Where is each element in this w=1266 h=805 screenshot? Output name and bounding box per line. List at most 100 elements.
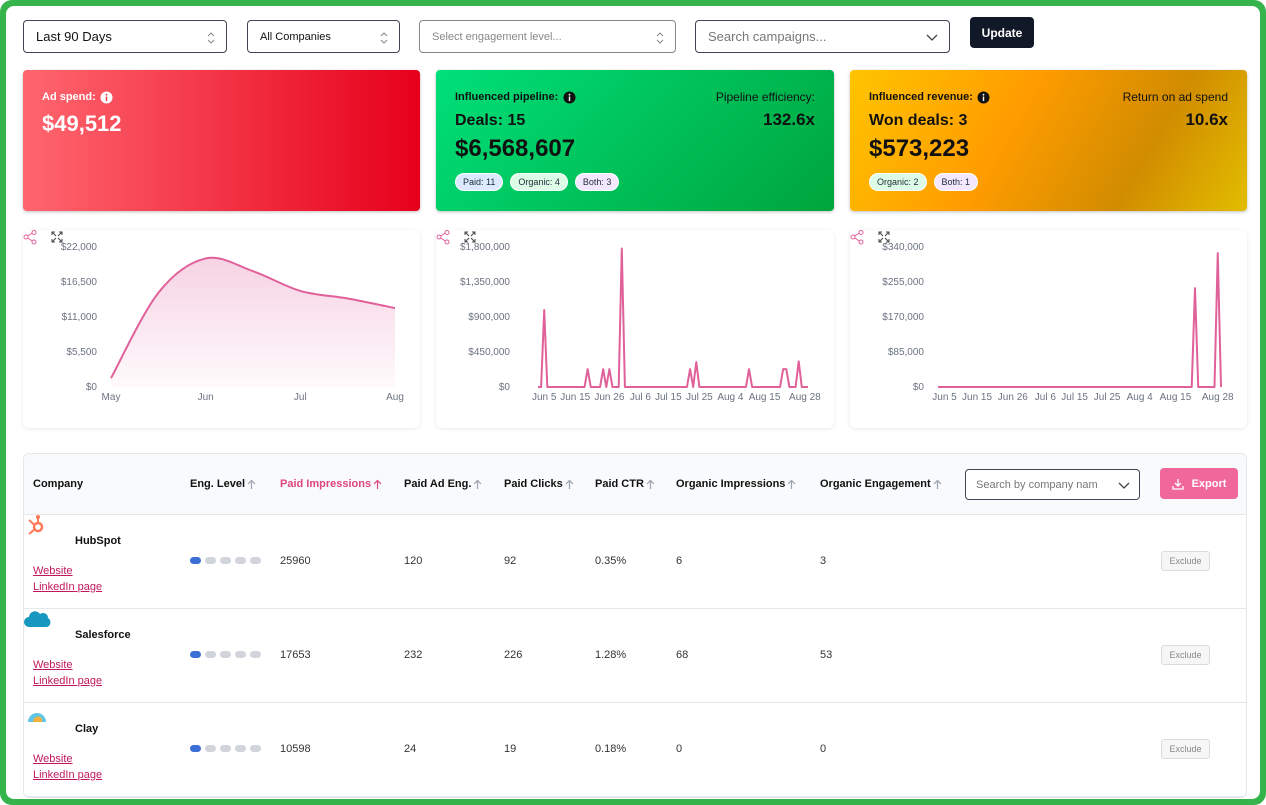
share-dot	[858, 239, 864, 245]
column-label: Eng. Level	[190, 478, 246, 490]
sort-icon	[933, 479, 942, 489]
company-logo	[28, 713, 46, 722]
y-tick-label: $11,000	[62, 312, 98, 323]
expand-icon[interactable]	[878, 231, 890, 243]
x-tick-label: Jul 15	[655, 392, 682, 403]
date-select[interactable]: Last 90 Days	[23, 20, 227, 53]
sort-icon	[646, 479, 655, 489]
column-header: Company	[33, 478, 83, 490]
chart: $0 $85,000 $170,000 $255,000 $340,000 Jun 5 Ju…	[882, 242, 1234, 403]
chart: $0 $5,500 $11,000 $16,500 $22,000 May Jun Jul Au…	[61, 242, 404, 403]
export-button[interactable]: Export	[1160, 468, 1238, 499]
share-dot	[444, 230, 450, 235]
badges: Paid: 11 Organic: 4 Both: 3	[455, 173, 620, 191]
expand-icon[interactable]	[464, 231, 476, 243]
x-tick-label: Aug 15	[749, 392, 781, 403]
chart: $0 $450,000 $900,000 $1,350,000 $1,800,000 Ju…	[460, 242, 821, 403]
table-cell: 0	[676, 743, 683, 755]
exclude-button[interactable]: Exclude	[1161, 739, 1210, 759]
line	[538, 247, 808, 388]
eng-dot	[205, 557, 216, 564]
card-deals: Won deals: 3	[869, 112, 968, 129]
column-header[interactable]: Eng. Level	[190, 478, 256, 490]
x-tick-label: Jun	[198, 392, 214, 403]
logo-dot	[36, 515, 40, 519]
table-cell: 24	[404, 743, 417, 755]
chevron	[380, 32, 388, 44]
expand-icon[interactable]	[51, 231, 63, 243]
linkedin-link[interactable]: LinkedIn page	[33, 675, 103, 687]
badge: Organic: 2	[869, 173, 927, 191]
info-icon[interactable]	[563, 91, 576, 104]
company-search[interactable]: Search by company nam	[965, 469, 1140, 500]
eng-level	[190, 745, 261, 752]
x-tick-label: Jun 5	[532, 392, 557, 403]
company-select[interactable]: All Companies	[247, 20, 400, 53]
company-logo	[24, 611, 51, 627]
y-tick-label: $85,000	[888, 347, 925, 358]
date-value: Last 90 Days	[36, 29, 112, 44]
column-label: Paid Clicks	[504, 478, 563, 490]
sort-arrow	[565, 479, 574, 489]
download-icon	[1171, 478, 1184, 490]
y-tick-label: $0	[86, 382, 98, 393]
info-icon[interactable]	[977, 91, 990, 104]
column-header[interactable]: Organic Impressions	[676, 478, 796, 490]
y-tick-label: $170,000	[882, 312, 924, 323]
table-cell: 0.18%	[595, 743, 627, 755]
table-cell: 25960	[280, 555, 311, 567]
card-deals: Deals: 15	[455, 112, 526, 129]
chart-card: $0 $450,000 $900,000 $1,350,000 $1,800,000 Ju…	[436, 230, 834, 428]
info-icon[interactable]	[100, 91, 113, 104]
company-name: Salesforce	[75, 629, 131, 641]
website-link[interactable]: Website	[33, 659, 73, 671]
website-link[interactable]: Website	[33, 753, 73, 765]
column-label: Paid Impressions	[280, 478, 372, 490]
sort-icon	[373, 479, 382, 489]
sort-arrow	[373, 479, 382, 489]
linkedin-link[interactable]: LinkedIn page	[33, 581, 103, 593]
sort-arrow	[646, 479, 655, 489]
column-header[interactable]: Paid Impressions	[280, 478, 382, 490]
exclude-button[interactable]: Exclude	[1161, 645, 1210, 665]
x-tick-label: Jun 26	[594, 392, 624, 403]
update-button[interactable]: Update	[970, 17, 1034, 48]
column-header[interactable]: Paid CTR	[595, 478, 655, 490]
engagement-select[interactable]: Select engagement level...	[419, 20, 676, 53]
eng-dot	[220, 745, 231, 752]
table-cell: 53	[820, 649, 833, 661]
table-cell: 1.28%	[595, 649, 627, 661]
website-link[interactable]: Website	[33, 565, 73, 577]
y-tick-label: $16,500	[61, 277, 98, 288]
y-tick-label: $450,000	[468, 347, 510, 358]
table-row: Clay Website LinkedIn page 10598 24 19 0.18% 0 0…	[24, 702, 1246, 797]
share-dot	[444, 239, 450, 245]
x-tick-label: Aug 4	[1127, 392, 1154, 403]
column-header[interactable]: Paid Clicks	[504, 478, 574, 490]
share-dot	[436, 234, 442, 240]
eng-dot	[235, 557, 246, 564]
table-cell: 0	[820, 743, 827, 755]
table-cell: 68	[676, 649, 689, 661]
sort-arrow	[933, 479, 942, 489]
campaign-search[interactable]: Search campaigns...	[695, 20, 950, 53]
eng-level	[190, 557, 261, 564]
column-header[interactable]: Paid Ad Eng.	[404, 478, 482, 490]
table-cell: 3	[820, 555, 827, 567]
exclude-button[interactable]: Exclude	[1161, 551, 1210, 571]
share-dot	[31, 239, 37, 245]
x-tick-label: Jun 15	[560, 392, 590, 403]
company-name: Clay	[75, 723, 99, 735]
x-tick-label: Jul 6	[630, 392, 652, 403]
metric-value: 132.6x	[763, 110, 815, 129]
eng-dot	[220, 557, 231, 564]
linkedin-link[interactable]: LinkedIn page	[33, 769, 103, 781]
column-header[interactable]: Organic Engagement	[820, 478, 942, 490]
table-header: Search by company nam Export Company Eng.…	[24, 454, 1246, 515]
table-cell: 10598	[280, 743, 311, 755]
chevron	[1118, 482, 1130, 489]
share-dot	[850, 234, 856, 240]
eng-dot	[250, 557, 261, 564]
y-tick-label: $5,500	[66, 347, 97, 358]
